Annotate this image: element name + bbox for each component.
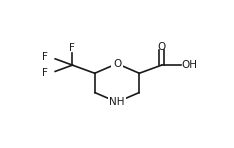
Text: F: F [42,52,48,62]
Text: NH: NH [109,97,125,107]
Text: O: O [113,59,121,69]
Text: OH: OH [181,60,197,70]
Text: F: F [69,43,75,53]
Text: O: O [157,42,166,52]
Text: F: F [42,68,48,78]
